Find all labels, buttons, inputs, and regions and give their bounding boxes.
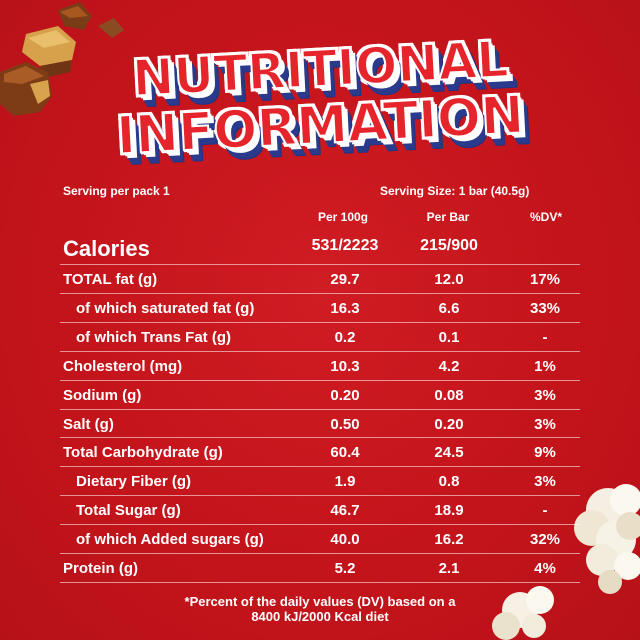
nutrient-label: Salt (g) — [63, 415, 114, 433]
nutrient-per-bar: 12.0 — [434, 271, 464, 288]
nutrient-label: TOTAL fat (g) — [63, 271, 158, 288]
nutrient-dv: 33% — [529, 299, 561, 317]
nutrient-per-100g: 0.50 — [330, 415, 360, 433]
nutrient-per-bar: 0.1 — [438, 328, 460, 346]
chocolate-pieces-image — [0, 2, 124, 116]
nutrient-per-bar: 6.6 — [438, 299, 460, 317]
popcorn-image — [492, 484, 640, 640]
nutrient-per-bar: 0.8 — [438, 473, 460, 491]
popcorn-kernel-upper — [574, 484, 640, 594]
nutrient-label: Sodium (g) — [63, 386, 142, 404]
nutrient-per-bar: 16.2 — [434, 531, 464, 549]
nutrient-per-100g: 5.2 — [334, 560, 356, 577]
row-divider — [60, 466, 580, 468]
nutrient-dv: 32% — [529, 531, 561, 549]
row-divider — [60, 437, 580, 439]
nutrient-per-bar: 24.5 — [434, 444, 464, 462]
row-divider — [60, 553, 580, 554]
chocolate-wafer-chunk — [22, 26, 76, 78]
nutrient-per-bar: 18.9 — [434, 502, 464, 520]
nutrient-per-bar: 4.2 — [438, 357, 460, 375]
column-header-dv: %DV* — [529, 210, 562, 224]
row-divider — [60, 264, 580, 265]
row-divider — [60, 379, 580, 381]
chocolate-chunk-top — [98, 18, 124, 38]
nutrient-per-bar: 0.08 — [434, 386, 464, 404]
nutrient-per-100g: 16.3 — [330, 299, 360, 317]
nutrient-label: Dietary Fiber (g) — [76, 473, 192, 491]
row-divider — [60, 581, 580, 583]
nutrient-per-100g: 29.7 — [330, 271, 360, 288]
nutrient-per-100g: 60.4 — [330, 444, 360, 462]
column-header-per-100g: Per 100g — [317, 210, 369, 224]
nutrient-label: of which Trans Fat (g) — [76, 328, 232, 346]
serving-size: Serving Size: 1 bar (40.5g) — [380, 184, 530, 198]
nutrient-dv: 3% — [534, 473, 556, 491]
chocolate-chunk-large — [0, 62, 52, 116]
nutrient-label: Cholesterol (mg) — [63, 357, 183, 375]
calories-label: Calories — [63, 236, 150, 261]
nutrient-dv: 9% — [534, 444, 556, 462]
row-divider — [60, 408, 580, 410]
nutrient-per-100g: 1.9 — [334, 473, 356, 491]
calories-per-bar: 215/900 — [420, 237, 478, 254]
nutrient-per-bar: 2.1 — [438, 560, 460, 577]
nutrient-dv: 1% — [534, 357, 556, 375]
nutrient-per-100g: 0.20 — [330, 386, 360, 404]
nutrient-label: Total Carbohydrate (g) — [63, 444, 223, 462]
nutrient-dv: 4% — [534, 560, 556, 577]
nutrient-per-100g: 0.2 — [334, 328, 356, 346]
popcorn-kernel-lower — [492, 586, 554, 640]
calories-per-100g: 531/2223 — [311, 237, 379, 254]
nutrient-label: of which Added sugars (g) — [76, 531, 264, 549]
chocolate-chunk-small — [58, 2, 92, 30]
title-banner: NUTRITIONAL INFORMATION — [100, 22, 540, 172]
nutrient-dv: 3% — [534, 415, 556, 433]
footnote-line-1: *Percent of the daily values (DV) based … — [184, 594, 456, 609]
nutrient-label: Total Sugar (g) — [76, 502, 181, 520]
row-divider — [60, 321, 580, 323]
nutrient-per-100g: 40.0 — [330, 531, 360, 549]
serving-per-pack: Serving per pack 1 — [63, 184, 170, 198]
nutrient-dv: - — [542, 328, 548, 346]
row-divider — [60, 495, 580, 497]
nutrient-dv: - — [542, 502, 548, 520]
nutrient-dv: 3% — [534, 386, 556, 404]
column-header-per-bar: Per Bar — [426, 210, 470, 224]
footnote-line-2: 8400 kJ/2000 Kcal diet — [251, 609, 389, 624]
nutrient-label: Protein (g) — [63, 560, 138, 577]
nutrient-dv: 17% — [529, 271, 561, 288]
nutrient-per-100g: 46.7 — [330, 502, 360, 520]
row-divider — [60, 292, 580, 294]
nutrient-per-bar: 0.20 — [434, 415, 464, 433]
nutrient-label: of which saturated fat (g) — [76, 299, 255, 317]
nutrient-per-100g: 10.3 — [330, 357, 360, 375]
row-divider — [60, 524, 580, 526]
row-divider — [60, 350, 580, 352]
